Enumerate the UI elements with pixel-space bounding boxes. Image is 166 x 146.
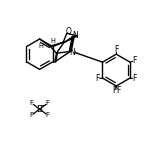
Text: +: +	[73, 49, 78, 55]
Text: F: F	[116, 86, 120, 95]
Text: F: F	[46, 100, 50, 106]
Text: F: F	[132, 74, 137, 83]
Text: N: N	[72, 31, 78, 40]
Text: F: F	[30, 112, 34, 118]
Text: F: F	[132, 56, 137, 65]
Text: H: H	[50, 38, 55, 44]
Text: F: F	[96, 74, 100, 83]
Text: F: F	[30, 100, 34, 106]
Text: −: −	[40, 101, 46, 110]
Text: O: O	[66, 27, 72, 36]
Text: N: N	[70, 48, 75, 57]
Text: F: F	[112, 86, 117, 95]
Text: F: F	[114, 45, 119, 54]
Text: F: F	[46, 112, 50, 118]
Text: B: B	[37, 105, 43, 114]
Text: H: H	[38, 42, 43, 48]
